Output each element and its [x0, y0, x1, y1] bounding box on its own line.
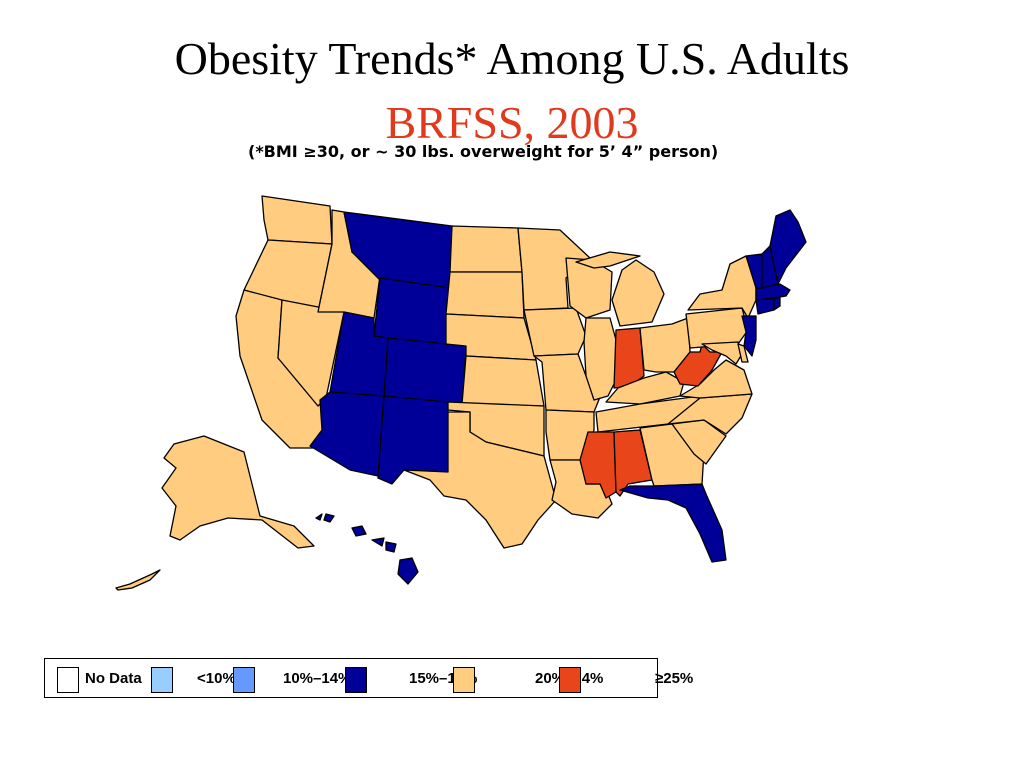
state-ND	[449, 225, 523, 273]
state-MN	[517, 227, 591, 311]
legend: No Data <10% 10%–14% 15%–19% 20%–24% ≥25…	[44, 658, 693, 698]
state-TX	[403, 411, 557, 549]
legend-swatch-gte25	[559, 667, 581, 693]
state-WA	[261, 195, 333, 245]
state-AZ	[309, 391, 385, 477]
state-NJ	[741, 315, 757, 357]
legend-swatch-20-24	[453, 667, 475, 693]
state-MD	[701, 341, 743, 365]
legend-swatch-10-14	[233, 667, 255, 693]
state-KS	[461, 355, 545, 407]
state-CT	[755, 297, 775, 315]
state-NY	[687, 255, 757, 319]
legend-label-no-data: No Data	[85, 670, 142, 687]
state-HI	[315, 513, 419, 585]
legend-swatch-15-19	[345, 667, 367, 693]
state-ME	[769, 209, 807, 285]
state-IA	[523, 307, 587, 357]
state-MI	[575, 251, 665, 327]
state-SD	[445, 271, 525, 319]
legend-label-lt10: <10%	[197, 670, 236, 687]
state-WV	[673, 343, 723, 387]
state-PA	[685, 307, 749, 349]
legend-label-gte25: ≥25%	[655, 670, 694, 687]
state-WY	[373, 277, 451, 347]
map-title: Obesity Trends* Among U.S. Adults	[174, 33, 850, 84]
legend-swatch-no-data	[57, 667, 79, 693]
bmi-footnote: (*BMI ≥30, or ~ 30 lbs. overweight for 5…	[248, 142, 719, 161]
state-MO	[533, 353, 603, 413]
state-IL	[583, 317, 619, 401]
state-DE	[737, 343, 749, 363]
state-IN	[613, 327, 645, 389]
legend-label-10-14: 10%–14%	[283, 670, 352, 687]
state-AK	[115, 435, 315, 591]
legend-swatch-lt10	[151, 667, 173, 693]
state-FL	[619, 483, 727, 563]
map-subtitle: BRFSS, 2003	[385, 97, 639, 148]
state-RI	[773, 297, 781, 311]
